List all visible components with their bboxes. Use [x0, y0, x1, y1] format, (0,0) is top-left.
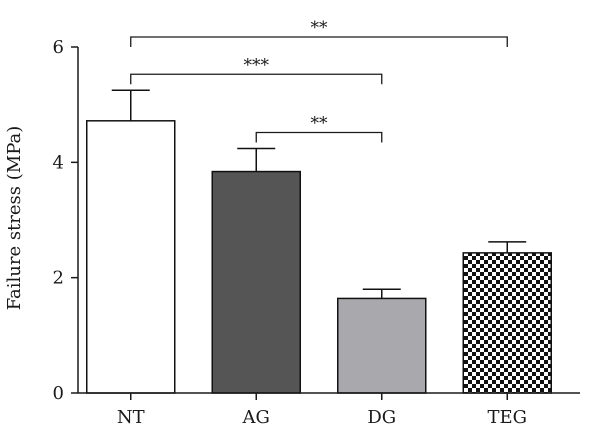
bars-group [86, 120, 552, 394]
significance-label: ** [311, 18, 329, 38]
x-tick-label-nt: NT [117, 407, 145, 428]
x-tick-label-teg: TEG [487, 407, 527, 428]
y-tick-label: 2 [53, 268, 64, 289]
bracket-line [130, 73, 383, 85]
bar-dg [337, 297, 427, 394]
y-axis-label: Failure stress (MPa) [4, 126, 25, 311]
y-tick-label: 4 [53, 152, 64, 173]
significance-bracket-ag-dg: ** [255, 113, 383, 143]
significance-label: ** [311, 113, 329, 133]
error-bar-nt [111, 89, 150, 121]
y-tick-label: 6 [53, 37, 64, 58]
error-bar-ag [237, 147, 276, 172]
significance-label: *** [244, 55, 270, 75]
bar-teg [462, 252, 552, 394]
bracket-line [130, 36, 508, 47]
bar-ag [211, 170, 301, 394]
x-tick-label-ag: AG [242, 407, 270, 428]
significance-brackets: ******* [130, 18, 508, 143]
bracket-line [255, 131, 383, 143]
significance-bracket-nt-dg: *** [130, 55, 383, 85]
bar-nt [86, 120, 176, 394]
error-bars-group [111, 89, 527, 299]
y-tick-label: 0 [53, 383, 64, 404]
error-bar-teg [488, 241, 527, 253]
axes-group: 0 2 4 6 NT AG DG TEG [53, 37, 580, 428]
x-tick-label-dg: DG [367, 407, 396, 428]
significance-bracket-nt-teg: ** [130, 18, 508, 47]
error-bar-dg [362, 288, 401, 299]
